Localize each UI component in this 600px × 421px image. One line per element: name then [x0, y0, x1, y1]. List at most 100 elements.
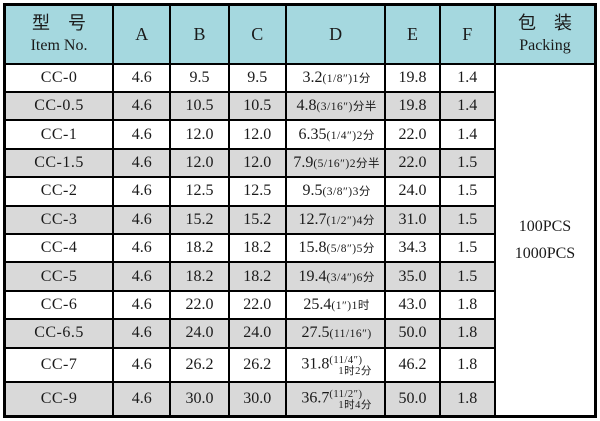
a-value-cell: 4.6 [112, 318, 172, 349]
d-note: (3/8″)3分 [322, 186, 371, 199]
b-value-cell: 12.0 [169, 147, 230, 179]
table-row: CC-6.5 4.6 24.0 24.0 27.5(11/16″) 50.0 1.8 [3, 318, 596, 349]
e-value-cell: 43.0 [384, 289, 441, 321]
a-value-cell: 4.6 [112, 204, 172, 235]
d-main-value: 9.5 [302, 182, 323, 200]
e-value-cell: 19.8 [384, 90, 441, 122]
header-packing-en: Packing [519, 37, 571, 55]
b-value-cell: 10.5 [169, 90, 230, 122]
d-value-cell: 6.35(1/4″)2分 [284, 119, 387, 150]
d-value-cell: 9.5(3/8″)3分 [284, 176, 387, 207]
d-main-value: 3.2 [302, 68, 323, 86]
a-value-cell: 4.6 [112, 90, 172, 122]
b-value-cell: 12.5 [169, 176, 230, 207]
d-main-value: 25.4 [303, 295, 332, 313]
f-value-cell: 1.8 [438, 380, 496, 418]
table-row: CC-4 4.6 18.2 18.2 15.8(5/8″)5分 34.3 1.5 [3, 232, 596, 264]
c-value-cell: 26.2 [227, 346, 287, 383]
packing-cell: 100PCS 1000PCS [493, 62, 597, 418]
a-value-cell: 4.6 [112, 380, 172, 418]
b-value-cell: 30.0 [169, 380, 230, 418]
c-value-cell: 18.2 [227, 232, 287, 264]
d-main-value: 36.7 [301, 389, 330, 407]
d-main-value: 27.5 [301, 324, 330, 342]
header-col-b: B [169, 3, 230, 65]
f-value-cell: 1.8 [438, 318, 496, 349]
e-value-cell: 19.8 [384, 62, 441, 93]
b-value-cell: 24.0 [169, 318, 230, 349]
d-value-cell: 4.8(3/16″)分半 [284, 90, 387, 122]
item-no-cell: CC-6 [3, 289, 115, 321]
d-value-cell: 7.9(5/16″)2分半 [284, 147, 387, 179]
c-value-cell: 10.5 [227, 90, 287, 122]
item-no-cell: CC-0 [3, 62, 115, 93]
table-row: CC-7 4.6 26.2 26.2 31.8 (11/4″) 1时2分 46.2 1.8 [3, 346, 596, 383]
packing-line: 1000PCS [514, 244, 576, 262]
header-col-c: C [227, 3, 287, 65]
header-packing-cn: 包 装 [517, 13, 572, 34]
d-value-cell: 3.2(1/8″)1分 [284, 62, 387, 93]
d-main-value: 4.8 [296, 97, 317, 115]
d-main-value: 6.35 [298, 125, 327, 143]
e-value-cell: 31.0 [384, 204, 441, 235]
table-row: CC-5 4.6 18.2 18.2 19.4(3/4″)6分 35.0 1.5 [3, 261, 596, 292]
table-row: CC-2 4.6 12.5 12.5 9.5(3/8″)3分 24.0 1.5 [3, 176, 596, 207]
a-value-cell: 4.6 [112, 289, 172, 321]
b-value-cell: 18.2 [169, 232, 230, 264]
header-row: 型 号 Item No. A B C D E F 包 装 Packing [3, 3, 597, 65]
header-item-no-en: Item No. [30, 37, 88, 55]
a-value-cell: 4.6 [112, 147, 172, 179]
table-row: CC-1.5 4.6 12.0 12.0 7.9(5/16″)2分半 22.0 1.5 [3, 147, 596, 179]
item-no-cell: CC-1 [3, 119, 115, 150]
c-value-cell: 24.0 [227, 318, 287, 349]
item-no-cell: CC-1.5 [3, 147, 115, 179]
d-note: (11/16″) [329, 328, 372, 341]
a-value-cell: 4.6 [112, 261, 172, 292]
d-note-stack: (11/2″) 1时4分 [329, 389, 372, 411]
c-value-cell: 9.5 [227, 62, 287, 93]
f-value-cell: 1.8 [438, 289, 496, 321]
item-no-cell: CC-3 [3, 204, 115, 235]
item-no-cell: CC-4 [3, 232, 115, 264]
f-value-cell: 1.5 [438, 176, 496, 207]
item-no-cell: CC-5 [3, 261, 115, 292]
c-value-cell: 15.2 [227, 204, 287, 235]
item-no-cell: CC-2 [3, 176, 115, 207]
e-value-cell: 46.2 [384, 346, 441, 383]
c-value-cell: 30.0 [227, 380, 287, 418]
d-value-cell: 31.8 (11/4″) 1时2分 [284, 346, 387, 383]
d-value-cell: 36.7 (11/2″) 1时4分 [284, 380, 387, 418]
header-item-no-cn: 型 号 [32, 13, 87, 34]
header-packing: 包 装 Packing [493, 3, 597, 65]
d-value-cell: 15.8(5/8″)5分 [284, 232, 387, 264]
d-value-cell: 25.4(1″)1时 [284, 289, 387, 321]
e-value-cell: 22.0 [384, 119, 441, 150]
d-note: (3/16″)分半 [316, 101, 377, 114]
item-no-cell: CC-0.5 [3, 90, 115, 122]
d-main-value: 7.9 [293, 153, 314, 171]
d-note-inch: (11/4″) [329, 354, 363, 366]
d-main-value: 19.4 [298, 267, 327, 285]
d-note: (1/4″)2分 [326, 129, 375, 142]
a-value-cell: 4.6 [112, 62, 172, 93]
d-note: (5/16″)2分半 [313, 157, 380, 170]
c-value-cell: 12.5 [227, 176, 287, 207]
f-value-cell: 1.4 [438, 62, 496, 93]
spec-table-body: CC-0 4.6 9.5 9.5 3.2(1/8″)1分 19.8 1.4 100PCS 100… [3, 62, 597, 418]
header-item-no: 型 号 Item No. [3, 3, 115, 65]
item-no-cell: CC-6.5 [3, 318, 115, 349]
b-value-cell: 12.0 [169, 119, 230, 150]
a-value-cell: 4.6 [112, 346, 172, 383]
e-value-cell: 34.3 [384, 232, 441, 264]
d-value-cell: 27.5(11/16″) [284, 318, 387, 349]
b-value-cell: 22.0 [169, 289, 230, 321]
a-value-cell: 4.6 [112, 176, 172, 207]
f-value-cell: 1.4 [438, 90, 496, 122]
d-note: (1/2″)4分 [326, 214, 375, 227]
header-col-f: F [438, 3, 496, 65]
table-row: CC-9 4.6 30.0 30.0 36.7 (11/2″) 1时4分 50.0 1.8 [3, 380, 596, 418]
d-main-value: 12.7 [298, 210, 327, 228]
d-note: (5/8″)5分 [326, 243, 375, 256]
table-row: CC-1 4.6 12.0 12.0 6.35(1/4″)2分 22.0 1.4 [3, 119, 596, 150]
